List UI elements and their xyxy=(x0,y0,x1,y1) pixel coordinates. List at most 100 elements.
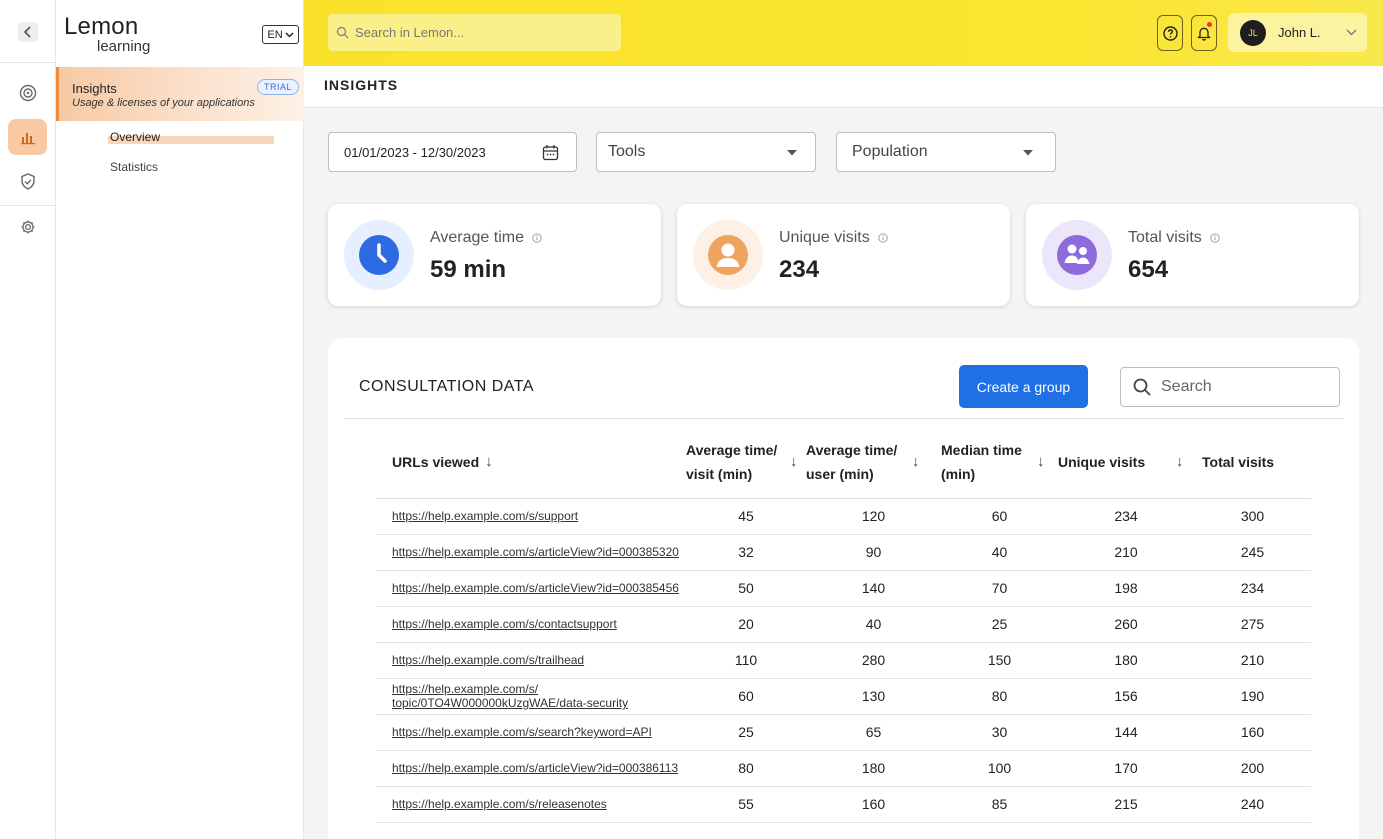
avatar: JL xyxy=(1240,19,1266,46)
table-row: https://help.example.com/s/ topic/0TO4W0… xyxy=(376,678,1311,715)
tools-select-label: Tools xyxy=(608,143,646,160)
global-search-input[interactable] xyxy=(355,25,605,40)
sort-arrow-icon[interactable]: ↓ xyxy=(790,453,798,471)
avg-time-visit-cell: 45 xyxy=(686,498,806,535)
column-header-label: URLs viewed xyxy=(392,454,480,471)
total-visits-cell: 200 xyxy=(1194,750,1311,787)
stat-card-total-visits: Total visits 654 xyxy=(1026,204,1359,306)
median-time-cell: 150 xyxy=(941,642,1058,679)
population-select[interactable]: Population xyxy=(836,132,1056,172)
bar-chart-icon xyxy=(20,133,35,145)
side-panel: Lemon learning EN Insights Usage & licen… xyxy=(56,0,304,839)
avg-time-user-cell: 130 xyxy=(806,678,941,715)
unique-visits-cell: 260 xyxy=(1058,606,1194,643)
column-header-total-visits[interactable]: Total visits xyxy=(1194,427,1311,499)
sort-arrow-icon[interactable]: ↓ xyxy=(1176,453,1184,471)
icon-rail xyxy=(0,0,56,839)
column-header-label: Unique visits xyxy=(1058,454,1146,471)
url-link[interactable]: https://help.example.com/s/search?keywor… xyxy=(392,725,652,739)
url-link[interactable]: https://help.example.com/s/contactsuppor… xyxy=(392,617,617,631)
unique-visits-cell: 170 xyxy=(1058,750,1194,787)
median-time-cell: 70 xyxy=(941,570,1058,607)
total-visits-cell: 245 xyxy=(1194,534,1311,571)
date-range-picker[interactable]: 01/01/2023 - 12/30/2023 xyxy=(328,132,577,172)
info-icon[interactable] xyxy=(878,233,888,243)
table-row: https://help.example.com/s/trailhead 110… xyxy=(376,642,1311,679)
table-search[interactable] xyxy=(1120,367,1340,407)
url-link[interactable]: https://help.example.com/s/articleView?i… xyxy=(392,545,679,559)
table-row: https://help.example.com/s/articleView?i… xyxy=(376,534,1311,571)
median-time-cell: 40 xyxy=(941,534,1058,571)
median-time-cell: 25 xyxy=(941,606,1058,643)
url-link[interactable]: https://help.example.com/s/releasenotes xyxy=(392,797,607,811)
sort-arrow-icon[interactable]: ↓ xyxy=(1037,453,1045,471)
column-header-label: Average time/ visit (min) xyxy=(686,442,778,483)
column-header-label: Total visits xyxy=(1202,454,1275,471)
avg-time-visit-cell: 80 xyxy=(686,750,806,787)
logo-word-learning: learning xyxy=(97,38,151,55)
consultation-data-card: CONSULTATION DATA Create a group URLs vi… xyxy=(328,338,1359,839)
rail-item-settings[interactable] xyxy=(8,209,47,245)
table-title: CONSULTATION DATA xyxy=(359,378,535,395)
table-row: https://help.example.com/s/support 45 12… xyxy=(376,498,1311,535)
calendar-icon[interactable] xyxy=(542,144,559,161)
table-search-input[interactable] xyxy=(1161,378,1331,396)
nav-item-overview[interactable]: Overview xyxy=(110,130,161,144)
rail-divider xyxy=(0,205,56,206)
sort-arrow-icon[interactable]: ↓ xyxy=(485,453,493,471)
column-header-urls[interactable]: URLs viewed ↓ xyxy=(376,427,686,499)
url-cell: https://help.example.com/s/releasenotes xyxy=(376,786,686,823)
column-header-avg-time-user[interactable]: Average time/ user (min) ↓ xyxy=(806,427,941,499)
url-link[interactable]: https://help.example.com/s/support xyxy=(392,509,579,523)
date-range-value: 01/01/2023 - 12/30/2023 xyxy=(344,144,486,160)
url-link[interactable]: https://help.example.com/s/ topic/0TO4W0… xyxy=(392,682,629,710)
notifications-button[interactable] xyxy=(1191,15,1217,51)
stat-label: Total visits xyxy=(1128,229,1220,247)
chevron-down-icon xyxy=(1346,29,1357,36)
stat-value: 234 xyxy=(779,256,820,283)
url-cell: https://help.example.com/s/articleView?i… xyxy=(376,534,686,571)
rail-item-targets[interactable] xyxy=(8,75,47,111)
avg-time-user-cell: 160 xyxy=(806,786,941,823)
nav-item-statistics[interactable]: Statistics xyxy=(110,160,159,174)
help-button[interactable] xyxy=(1157,15,1183,51)
user-menu[interactable]: JL John L. xyxy=(1228,13,1367,52)
column-header-unique-visits[interactable]: Unique visits ↓ xyxy=(1058,427,1194,499)
column-header-avg-time-visit[interactable]: Average time/ visit (min) ↓ xyxy=(686,427,806,499)
stat-value: 59 min xyxy=(430,256,507,283)
nav-section-insights[interactable]: Insights Usage & licenses of your applic… xyxy=(56,67,304,121)
url-cell: https://help.example.com/s/trailhead xyxy=(376,642,686,679)
unique-visits-cell: 180 xyxy=(1058,642,1194,679)
table-row: https://help.example.com/s/releasenotes … xyxy=(376,786,1311,823)
stat-card-average-time: Average time 59 min xyxy=(328,204,661,306)
create-group-button[interactable]: Create a group xyxy=(959,365,1088,408)
language-select[interactable]: EN xyxy=(262,25,299,44)
url-link[interactable]: https://help.example.com/s/articleView?i… xyxy=(392,581,679,595)
url-cell: https://help.example.com/s/articleView?i… xyxy=(376,750,686,787)
table-row: https://help.example.com/s/articleView?i… xyxy=(376,570,1311,607)
info-icon[interactable] xyxy=(532,233,542,243)
url-cell: https://help.example.com/s/contactsuppor… xyxy=(376,606,686,643)
avg-time-user-cell: 65 xyxy=(806,714,941,751)
global-search[interactable] xyxy=(328,14,621,51)
stat-label-text: Total visits xyxy=(1128,229,1202,246)
total-visits-cell: 240 xyxy=(1194,786,1311,823)
rail-item-security[interactable] xyxy=(8,163,47,199)
url-link[interactable]: https://help.example.com/s/articleView?i… xyxy=(392,761,679,775)
url-link[interactable]: https://help.example.com/s/trailhead xyxy=(392,653,585,667)
total-visits-cell: 300 xyxy=(1194,498,1311,535)
table-header-row: URLs viewed ↓ Average time/ visit (min) ↓ … xyxy=(376,427,1311,499)
nav-section-subtitle: Usage & licenses of your applications xyxy=(72,97,255,109)
column-header-median-time[interactable]: Median time (min) ↓ xyxy=(941,427,1058,499)
chevron-left-icon xyxy=(23,26,31,38)
unique-visits-cell: 234 xyxy=(1058,498,1194,535)
collapse-sidebar-button[interactable] xyxy=(18,22,38,42)
avg-time-visit-cell: 55 xyxy=(686,786,806,823)
sort-arrow-icon[interactable]: ↓ xyxy=(912,453,920,471)
stat-label: Unique visits xyxy=(779,229,888,247)
info-icon[interactable] xyxy=(1210,233,1220,243)
avg-time-visit-cell: 50 xyxy=(686,570,806,607)
tools-select[interactable]: Tools xyxy=(596,132,816,172)
lemon-learning-logo[interactable]: Lemon learning xyxy=(64,14,151,55)
rail-item-insights[interactable] xyxy=(8,119,47,155)
